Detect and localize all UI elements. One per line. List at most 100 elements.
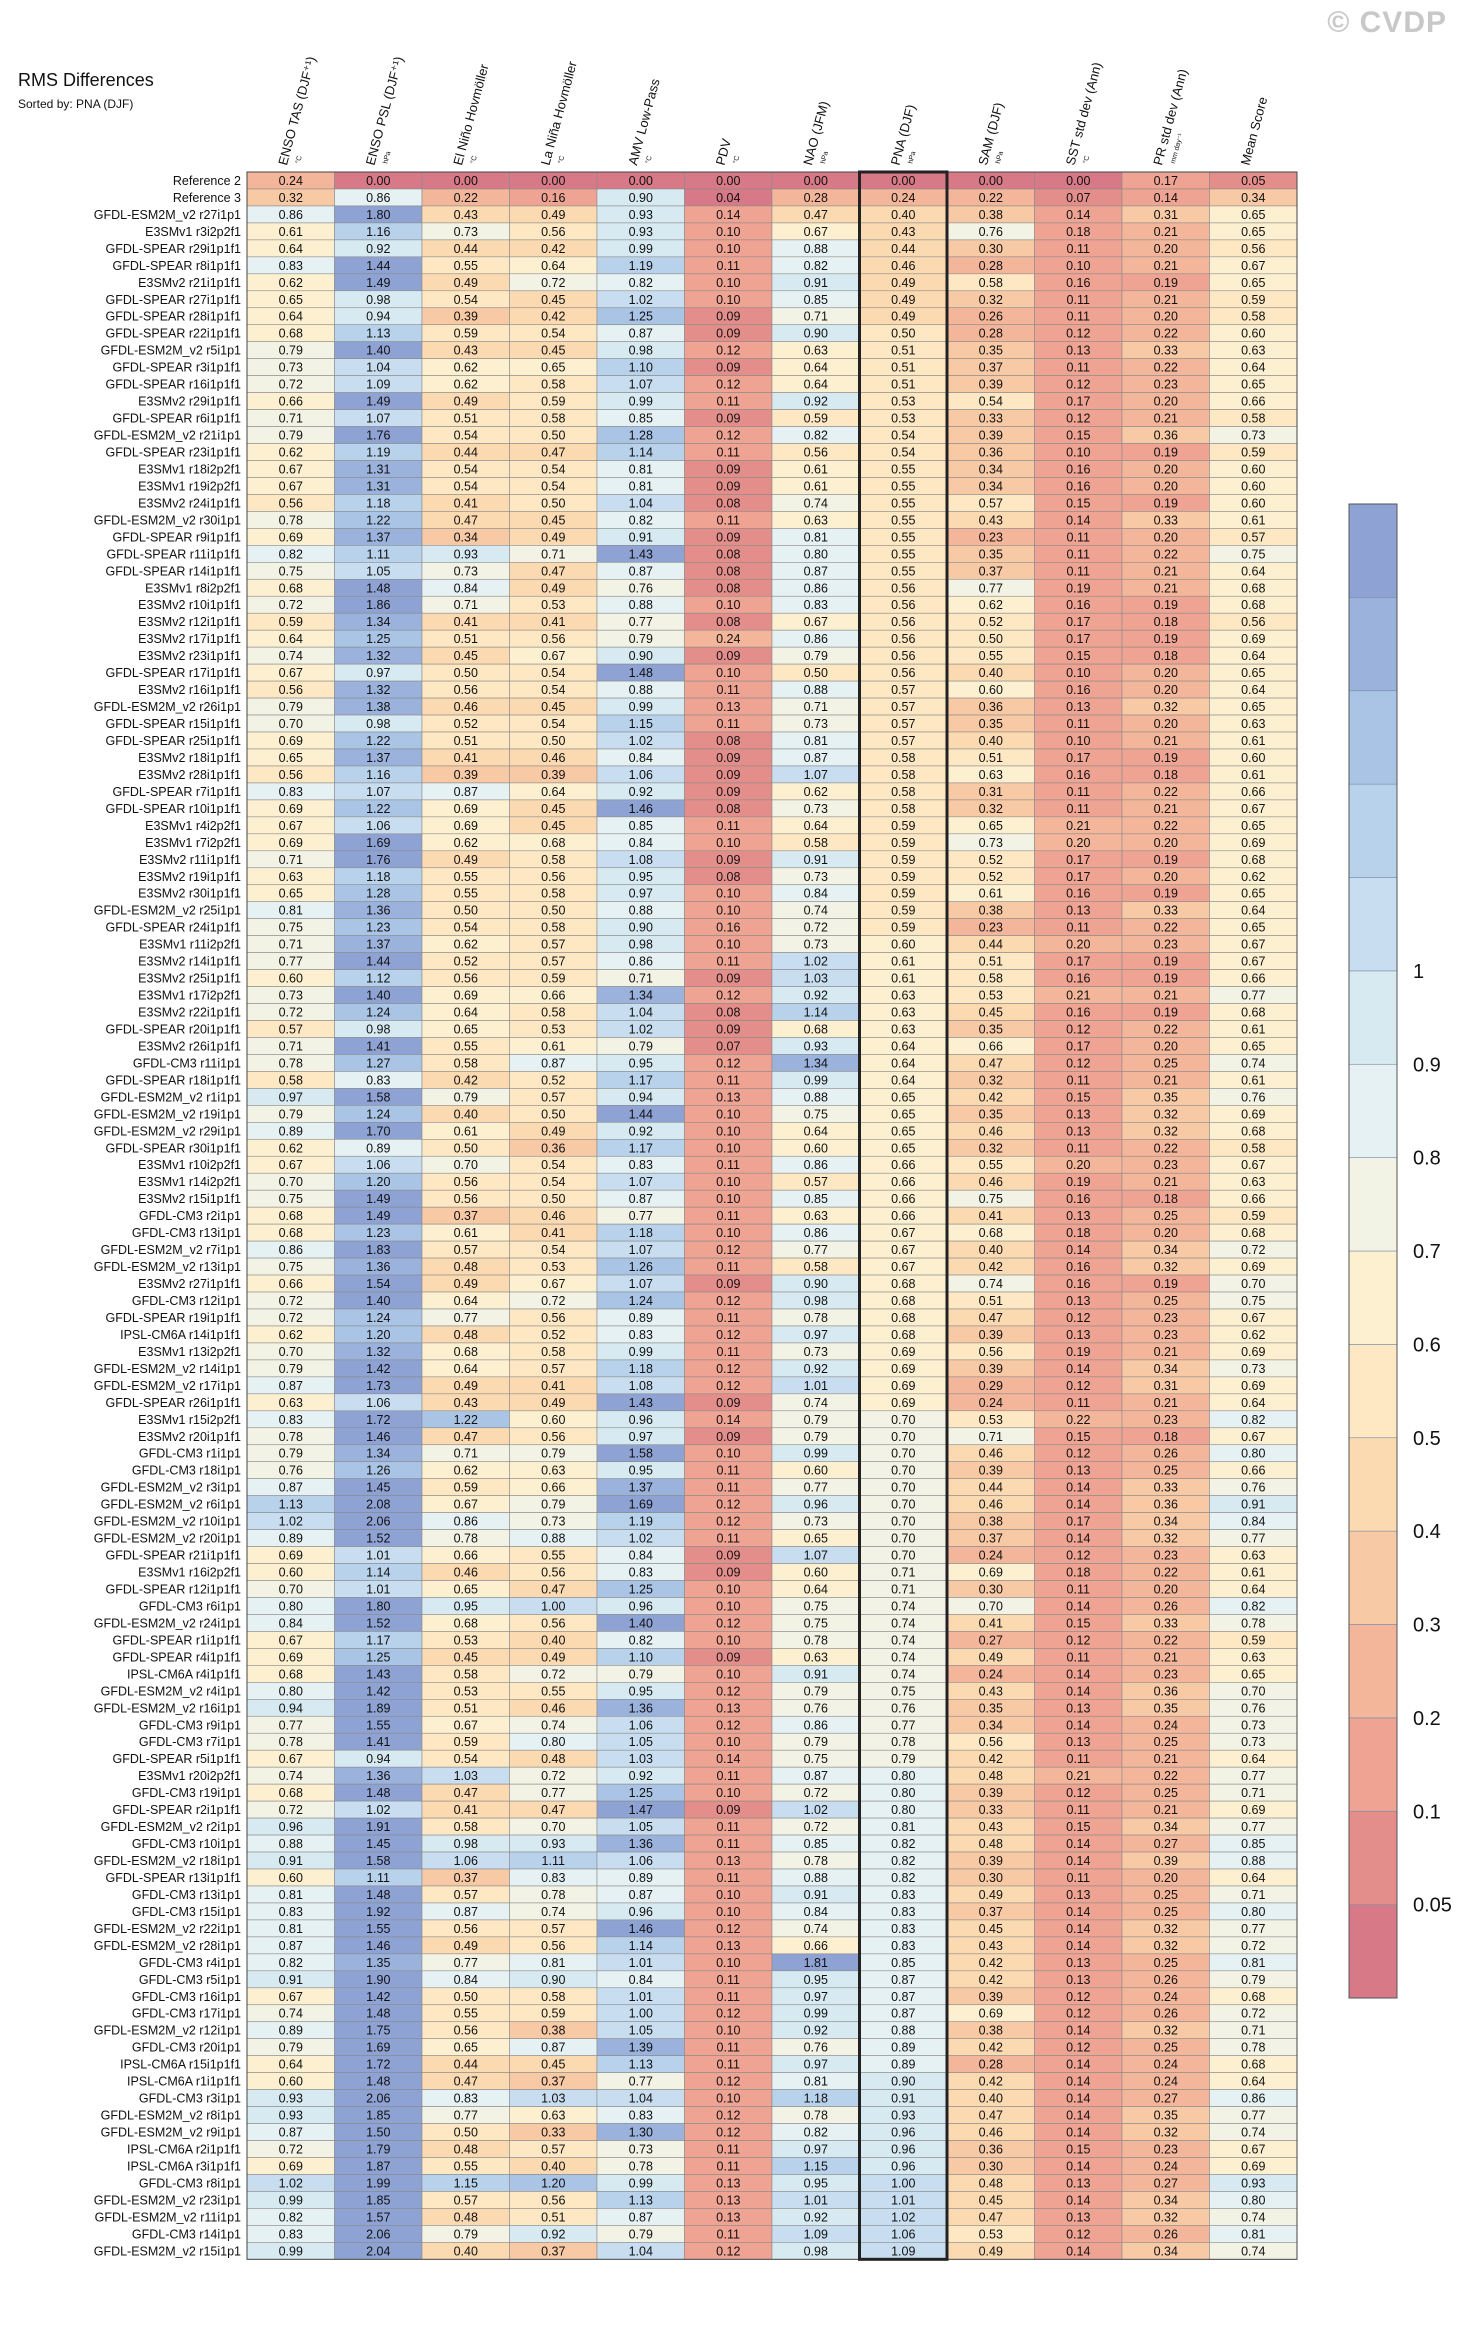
cell-value: 1.48 [629,666,653,680]
cell-value: 0.63 [1241,717,1265,731]
cell-value: 0.64 [454,1362,478,1376]
cell-value: 0.57 [541,1090,565,1104]
cell-value: 1.44 [629,1107,653,1121]
cell-value: 1.30 [629,2126,653,2140]
cell-value: 0.32 [1154,1922,1178,1936]
cell-value: 0.45 [979,1922,1003,1936]
cell-value: 0.51 [979,1294,1003,1308]
cell-value: 1.40 [366,1294,390,1308]
cell-value: 0.56 [891,615,915,629]
cell-value: 0.57 [891,717,915,731]
cell-value: 0.11 [717,1990,740,2004]
cell-value: 0.56 [454,683,478,697]
cell-value: 1.13 [279,1498,303,1512]
cell-value: 0.46 [541,751,565,765]
column-unit: °C [731,155,741,165]
row-label: GFDL-CM3 r16i1p1 [132,1990,241,2004]
cell-value: 0.72 [541,1294,565,1308]
cell-value: 0.65 [1241,378,1265,392]
cell-value: 0.55 [891,462,915,476]
cell-value: 0.88 [804,1090,828,1104]
cell-value: 0.59 [1241,293,1265,307]
cell-value: 0.57 [979,496,1003,510]
cell-value: 0.37 [979,1905,1003,1919]
cell-value: 0.91 [804,853,828,867]
cell-value: 0.60 [979,683,1003,697]
cell-value: 0.15 [1066,2143,1090,2157]
cell-value: 0.11 [1067,717,1090,731]
cell-value: 0.53 [454,1684,478,1698]
cell-value: 0.47 [804,208,828,222]
cell-value: 0.65 [891,1090,915,1104]
cell-value: 0.24 [716,632,740,646]
cell-value: 0.91 [279,1973,303,1987]
colorbar-border [1348,503,1398,1999]
cell-value: 1.41 [366,1735,390,1749]
cell-value: 1.25 [366,1650,390,1664]
cell-value: 0.11 [1067,530,1090,544]
cell-value: 0.35 [979,1701,1003,1715]
cell-value: 0.11 [717,1260,740,1274]
row-label: GFDL-ESM2M_v2 r12i1p1 [94,2024,241,2038]
cell-value: 0.72 [541,276,565,290]
cell-value: 0.12 [716,2244,740,2258]
cell-value: 0.20 [1154,530,1178,544]
cell-value: 0.69 [1241,632,1265,646]
cell-value: 0.11 [717,1209,740,1223]
cell-value: 1.02 [629,293,653,307]
cell-value: 0.13 [1066,1107,1090,1121]
cell-value: 0.80 [1241,2193,1265,2207]
cell-value: 0.50 [454,2126,478,2140]
column-unit: hPa [820,151,830,165]
cell-value: 0.54 [454,1752,478,1766]
cell-value: 0.66 [1241,395,1265,409]
cell-value: 0.48 [979,1769,1003,1783]
cell-value: 0.32 [1154,700,1178,714]
cell-value: 0.11 [1067,1073,1090,1087]
cell-value: 0.11 [1067,293,1090,307]
cell-value: 0.55 [454,887,478,901]
cell-value: 0.54 [541,327,565,341]
cell-value: 0.59 [891,853,915,867]
cell-value: 0.71 [454,598,478,612]
cell-value: 1.36 [366,904,390,918]
cell-value: 0.63 [541,2109,565,2123]
colorbar-tick-label: 0.8 [1413,1148,1441,1170]
cell-value: 1.24 [366,1006,390,1020]
cell-value: 1.06 [366,1158,390,1172]
cell-value: 0.71 [979,1430,1003,1444]
cell-value: 0.64 [804,819,828,833]
cell-value: 0.87 [804,1769,828,1783]
cell-value: 0.33 [1154,1481,1178,1495]
cell-value: 0.57 [454,1888,478,1902]
cell-value: 0.52 [979,615,1003,629]
cell-value: 1.87 [366,2159,390,2173]
cell-value: 0.88 [541,1532,565,1546]
cell-value: 0.69 [891,1362,915,1376]
cell-value: 0.24 [979,1667,1003,1681]
cell-value: 0.78 [1241,1616,1265,1630]
cell-value: 0.58 [979,276,1003,290]
cell-value: 0.18 [1154,615,1178,629]
cell-value: 0.15 [1066,1430,1090,1444]
cell-value: 1.14 [629,1939,653,1953]
cell-value: 0.83 [629,1158,653,1172]
cell-value: 0.56 [541,1616,565,1630]
cell-value: 0.48 [454,1260,478,1274]
cell-value: 0.89 [279,1124,303,1138]
row-label: E3SMv2 r15i1p1f1 [138,1192,241,1206]
cell-value: 0.49 [454,395,478,409]
cell-value: 0.56 [891,598,915,612]
cell-value: 0.00 [804,174,828,188]
cell-value: 0.53 [979,2227,1003,2241]
cell-value: 0.90 [804,327,828,341]
cell-value: 1.25 [366,632,390,646]
cell-value: 0.50 [454,666,478,680]
row-label: GFDL-CM3 r13i1p1 [132,1888,241,1902]
cell-value: 0.14 [1066,1667,1090,1681]
cell-value: 0.21 [1154,734,1178,748]
cell-value: 0.37 [979,361,1003,375]
cell-value: 0.58 [891,751,915,765]
cell-value: 0.44 [454,2058,478,2072]
cell-value: 0.67 [279,1752,303,1766]
